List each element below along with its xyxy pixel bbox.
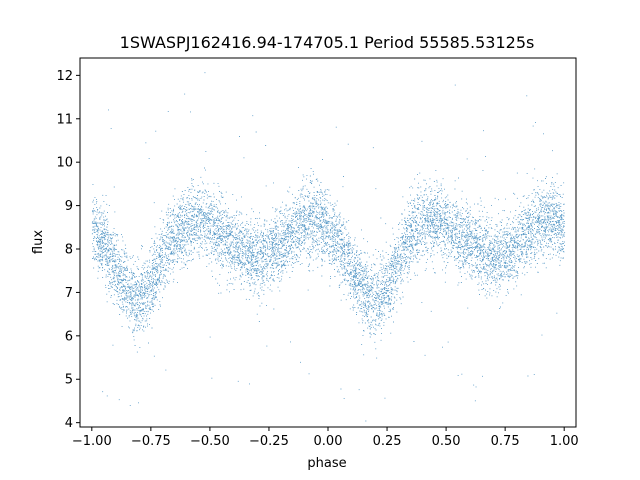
y-tick-label: 4	[65, 416, 73, 431]
y-tick-label: 10	[56, 156, 73, 171]
y-axis: 4 5 6 7 8 9 10 11 12	[56, 69, 80, 431]
x-tick-label: 0.00	[314, 434, 343, 449]
y-tick-label: 5	[65, 373, 73, 388]
y-tick-label: 7	[65, 286, 73, 301]
data-points	[91, 72, 566, 422]
x-tick-label: −0.25	[249, 434, 289, 449]
y-tick-label: 9	[65, 199, 73, 214]
x-axis: −1.00 −0.75 −0.50 −0.25 0.00 0.25 0.50 0.75 1.00	[72, 427, 579, 449]
x-tick-label: −0.50	[190, 434, 230, 449]
x-tick-label: 0.25	[373, 434, 402, 449]
x-tick-label: 0.50	[432, 434, 461, 449]
x-tick-label: 1.00	[550, 434, 579, 449]
y-axis-label: flux	[31, 230, 46, 254]
y-tick-label: 8	[65, 243, 73, 258]
y-tick-label: 11	[56, 112, 73, 127]
x-axis-label: phase	[307, 456, 346, 471]
y-tick-label: 12	[56, 69, 73, 84]
chart-title: 1SWASPJ162416.94-174705.1 Period 55585.5…	[120, 33, 535, 52]
x-tick-label: −1.00	[72, 434, 112, 449]
x-tick-label: 0.75	[491, 434, 520, 449]
scatter-points	[91, 72, 566, 422]
y-tick-label: 6	[65, 329, 73, 344]
x-tick-label: −0.75	[131, 434, 171, 449]
